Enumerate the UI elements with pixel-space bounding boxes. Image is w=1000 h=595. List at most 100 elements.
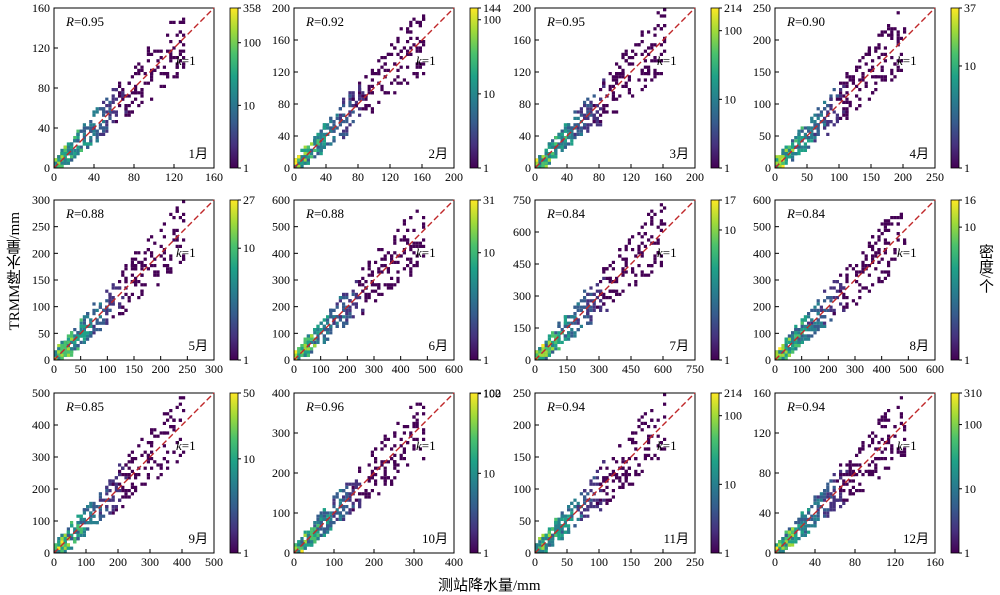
density-cell	[99, 133, 102, 136]
density-cell	[813, 524, 816, 527]
density-cell	[778, 155, 781, 158]
density-cell	[897, 216, 900, 219]
colorbar	[951, 8, 959, 168]
density-cell	[839, 470, 842, 473]
density-cell	[557, 521, 560, 524]
density-cell	[801, 338, 804, 341]
density-cell	[147, 46, 150, 49]
density-cell	[352, 293, 355, 296]
subplot-10: 00100100200200300300400400R=0.96k=110月10…	[272, 386, 501, 569]
density-cell	[647, 72, 650, 75]
density-cell	[390, 43, 393, 46]
r-value: R=0.85	[65, 399, 104, 414]
density-cell	[342, 136, 345, 139]
x-tick-label: 100	[325, 555, 343, 569]
density-cell	[339, 299, 342, 302]
density-cell	[134, 489, 137, 492]
density-cell	[599, 306, 602, 309]
density-cell	[778, 540, 781, 543]
density-cell	[567, 123, 570, 126]
x-tick-label: 750	[686, 362, 704, 376]
density-cell	[829, 296, 832, 299]
subplot-1: 0040408080120120160160R=0.95k=11月3581001…	[32, 1, 261, 184]
density-cell	[409, 270, 412, 273]
density-cell	[86, 315, 89, 318]
density-cell	[890, 451, 893, 454]
density-cell	[124, 473, 127, 476]
y-tick-label: 50	[38, 326, 50, 340]
density-cell	[557, 347, 560, 350]
density-cell	[593, 114, 596, 117]
density-cell	[839, 473, 842, 476]
density-cell	[179, 21, 182, 24]
density-cell	[134, 258, 137, 261]
density-cell	[589, 322, 592, 325]
density-cell	[358, 492, 361, 495]
density-cell	[313, 155, 316, 158]
density-cell	[326, 331, 329, 334]
density-cell	[551, 155, 554, 158]
density-cell	[339, 107, 342, 110]
density-cell	[137, 72, 140, 75]
density-cell	[637, 245, 640, 248]
x-tick-label: 0	[51, 362, 57, 376]
density-cell	[86, 527, 89, 530]
density-cell	[845, 296, 848, 299]
density-cell	[313, 136, 316, 139]
density-cell	[92, 312, 95, 315]
y-tick-label: 300	[272, 273, 290, 287]
subplot-3: 0040408080120120160160200200R=0.95k=13月2…	[513, 1, 742, 184]
density-cell	[583, 299, 586, 302]
density-cell	[380, 258, 383, 261]
density-cell	[336, 114, 339, 117]
density-cell	[179, 396, 182, 399]
density-cell	[320, 152, 323, 155]
density-cell	[163, 431, 166, 434]
density-cell	[310, 334, 313, 337]
density-cell	[73, 139, 76, 142]
density-cell	[163, 457, 166, 460]
density-cell	[820, 325, 823, 328]
density-cell	[364, 495, 367, 498]
density-cell	[182, 219, 185, 222]
density-cell	[813, 325, 816, 328]
density-cell	[897, 34, 900, 37]
density-cell	[118, 463, 121, 466]
density-cell	[416, 419, 419, 422]
density-cell	[390, 479, 393, 482]
density-cell	[881, 270, 884, 273]
density-cell	[593, 476, 596, 479]
density-cell	[609, 72, 612, 75]
k-label: k=1	[897, 53, 917, 68]
density-cell	[599, 502, 602, 505]
density-cell	[316, 537, 319, 540]
density-cell	[647, 454, 650, 457]
density-cell	[323, 334, 326, 337]
density-cell	[124, 110, 127, 113]
density-cell	[612, 479, 615, 482]
density-cell	[115, 286, 118, 289]
density-cell	[99, 322, 102, 325]
density-cell	[300, 537, 303, 540]
x-tick-label: 250	[686, 555, 704, 569]
density-cell	[336, 495, 339, 498]
density-cell	[150, 53, 153, 56]
colorbar-tick-label: 10	[724, 92, 736, 106]
y-tick-label: 120	[513, 65, 531, 79]
density-cell	[396, 470, 399, 473]
density-cell	[131, 267, 134, 270]
density-cell	[323, 123, 326, 126]
density-cell	[67, 531, 70, 534]
density-cell	[124, 492, 127, 495]
density-cell	[826, 508, 829, 511]
density-cell	[801, 130, 804, 133]
density-cell	[788, 354, 791, 357]
density-cell	[345, 130, 348, 133]
density-cell	[810, 334, 813, 337]
density-cell	[548, 350, 551, 353]
density-cell	[112, 88, 115, 91]
density-cell	[179, 216, 182, 219]
density-cell	[60, 537, 63, 540]
y-tick-label: 40	[278, 129, 290, 143]
density-cell	[345, 318, 348, 321]
